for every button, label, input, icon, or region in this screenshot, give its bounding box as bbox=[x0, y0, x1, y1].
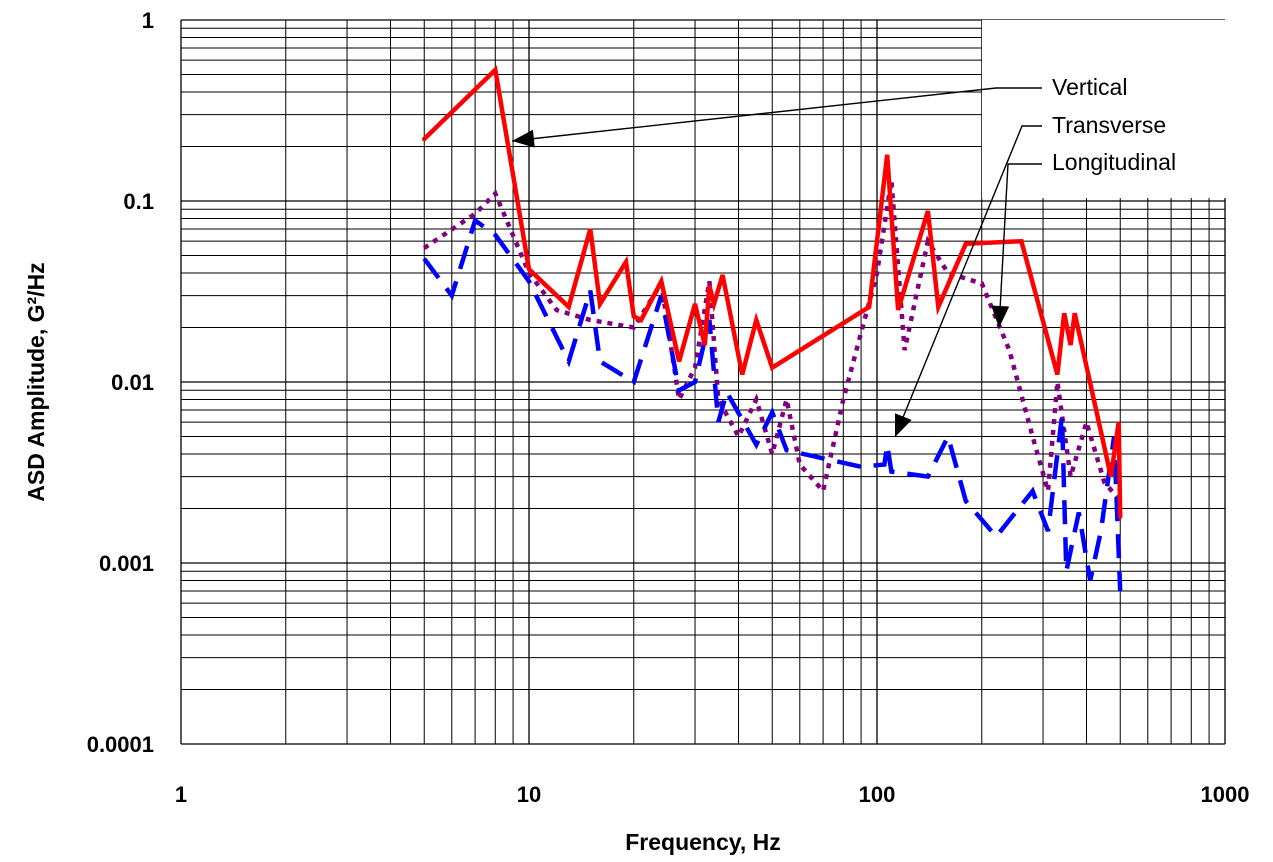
arrowhead-vertical bbox=[512, 129, 535, 148]
legend-background bbox=[982, 20, 1226, 198]
annotation-arrows bbox=[511, 87, 1042, 438]
legend: Vertical Transverse Longitudinal bbox=[982, 20, 1226, 198]
legend-label-vertical: Vertical bbox=[1052, 74, 1127, 100]
x-tick-label: 1000 bbox=[1201, 782, 1250, 807]
leader-arrow-transverse bbox=[894, 125, 1042, 438]
leader-arrow-vertical bbox=[511, 87, 1042, 142]
arrowhead-transverse bbox=[895, 413, 912, 437]
legend-label-longitudinal: Longitudinal bbox=[1052, 149, 1176, 175]
y-tick-label: 0.0001 bbox=[87, 732, 154, 757]
series-lines bbox=[421, 65, 1123, 592]
leader-arrow-longitudinal bbox=[998, 163, 1042, 329]
y-tick-label: 0.001 bbox=[99, 551, 154, 576]
series-line-transverse bbox=[422, 216, 1123, 592]
series-line-vertical bbox=[421, 65, 1123, 520]
x-axis-title: Frequency, Hz bbox=[625, 829, 781, 855]
y-tick-label: 1 bbox=[142, 8, 154, 33]
series-line-longitudinal bbox=[422, 180, 1122, 503]
y-axis-title: ASD Amplitude, G²/Hz bbox=[23, 262, 49, 501]
y-tick-label: 0.1 bbox=[123, 189, 154, 214]
x-tick-label: 10 bbox=[517, 782, 541, 807]
y-tick-label: 0.01 bbox=[111, 370, 154, 395]
tick-labels: 1 10 100 1000 0.0001 0.001 0.01 0.1 1 bbox=[87, 8, 1250, 807]
legend-label-transverse: Transverse bbox=[1052, 112, 1166, 138]
x-tick-label: 1 bbox=[175, 782, 187, 807]
x-tick-label: 100 bbox=[859, 782, 896, 807]
arrowhead-longitudinal bbox=[991, 305, 1010, 328]
